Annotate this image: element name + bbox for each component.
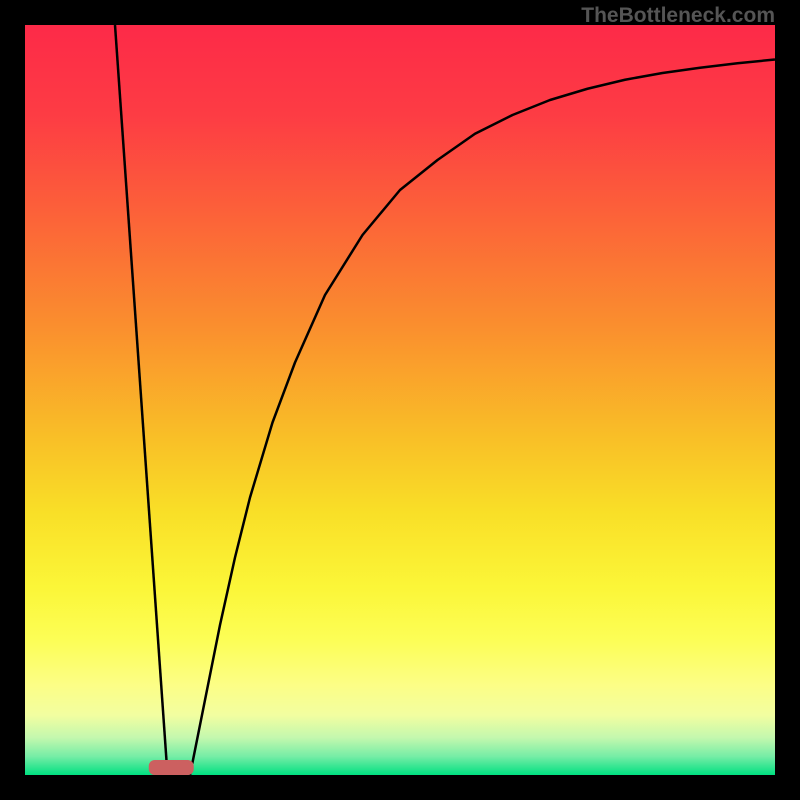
minimum-marker	[149, 760, 194, 775]
plot-background	[25, 25, 775, 775]
watermark: TheBottleneck.com	[581, 4, 775, 28]
chart-svg	[0, 0, 800, 800]
bottleneck-chart: TheBottleneck.com	[0, 0, 800, 800]
